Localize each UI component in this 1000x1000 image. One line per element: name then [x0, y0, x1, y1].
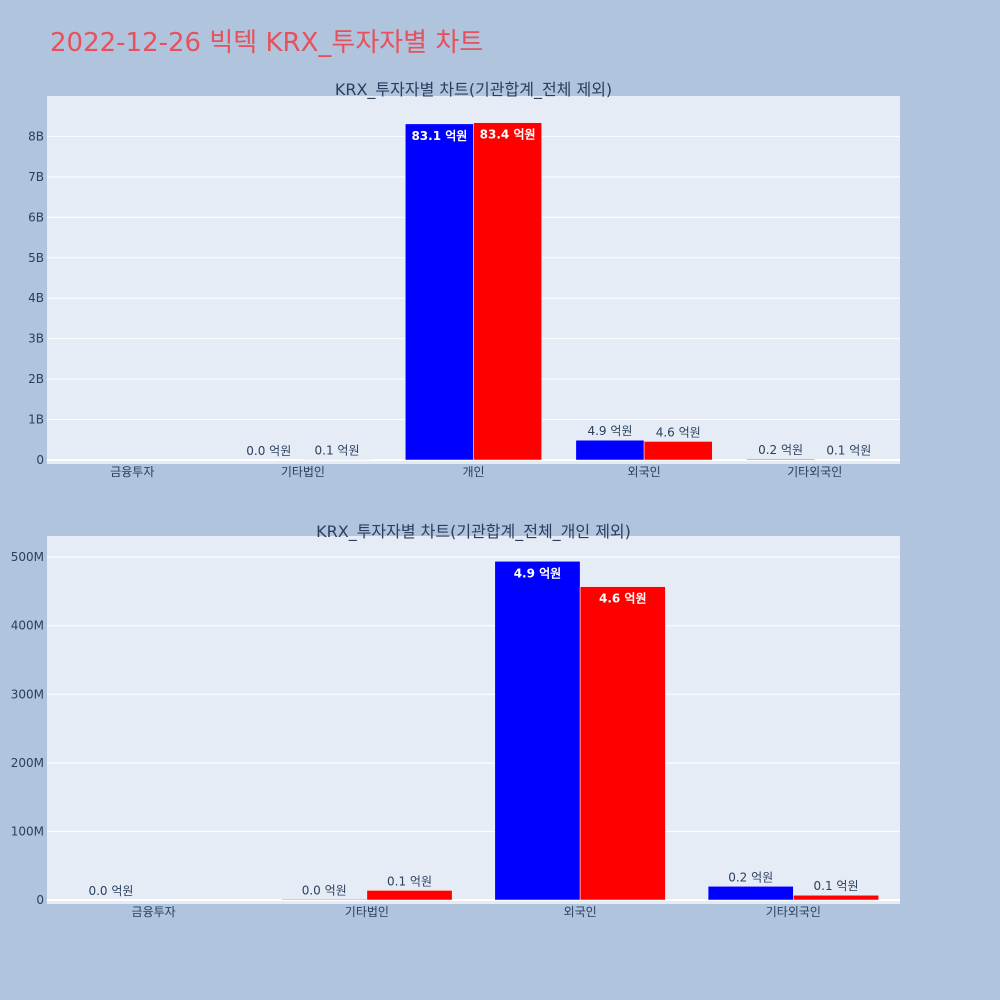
- data-label: 83.1 억원: [411, 129, 467, 143]
- bar: [405, 123, 474, 461]
- data-label: 4.6 억원: [599, 592, 647, 606]
- bar: [366, 890, 453, 901]
- data-label: 4.6 억원: [656, 425, 701, 439]
- y-tick-label: 2B: [28, 372, 44, 386]
- y-tick-label: 100M: [11, 824, 44, 838]
- bar: [707, 886, 794, 901]
- data-label: 0.1 억원: [814, 879, 859, 893]
- chart-title: KRX_투자자별 차트(기관합계_전체_개인 제외): [316, 522, 631, 542]
- y-tick-label: 8B: [28, 129, 44, 143]
- data-label: 83.4 억원: [480, 128, 536, 142]
- bar: [473, 122, 542, 461]
- x-tick-label: 금융투자: [110, 465, 154, 479]
- x-tick-label: 기타외국인: [787, 465, 842, 479]
- y-tick-label: 6B: [28, 210, 44, 224]
- plot-area: [47, 536, 900, 904]
- y-tick-label: 200M: [11, 756, 44, 770]
- bar: [793, 894, 879, 901]
- bar: [281, 899, 368, 901]
- bar: [579, 586, 666, 901]
- bar: [302, 459, 372, 461]
- y-tick-label: 300M: [11, 687, 44, 701]
- y-tick-label: 1B: [28, 413, 44, 427]
- bar: [494, 561, 581, 901]
- x-tick-label: 외국인: [628, 465, 661, 479]
- x-tick-label: 기타외국인: [766, 905, 821, 919]
- x-tick-label: 기타법인: [281, 465, 325, 479]
- x-tick-label: 기타법인: [345, 905, 389, 919]
- data-label: 0.1 억원: [826, 444, 871, 458]
- chart-title: KRX_투자자별 차트(기관합계_전체 제외): [335, 80, 612, 100]
- y-tick-label: 7B: [28, 170, 44, 184]
- data-label: 4.9 억원: [514, 566, 562, 580]
- data-label: 0.1 억원: [387, 874, 432, 888]
- x-tick-label: 개인: [462, 465, 484, 479]
- y-tick-label: 400M: [11, 619, 44, 633]
- x-tick-label: 외국인: [564, 905, 597, 919]
- bar: [575, 439, 645, 461]
- y-tick-label: 3B: [28, 332, 44, 346]
- bar: [643, 441, 713, 461]
- y-tick-label: 0: [36, 893, 44, 907]
- data-label: 0.0 억원: [88, 884, 133, 898]
- data-label: 4.9 억원: [587, 424, 632, 438]
- chart-2: 0 100M 200M 300M 400M 500M KRX_투자자별 차트(기관합계_전체…: [11, 522, 900, 919]
- chart-1: 0 1B 2B 3B 4B 5B 6B 7B 8B KRX_투자자별 차트(기관합계_전체 제외)…: [28, 80, 900, 479]
- data-label: 0.2 억원: [728, 870, 773, 884]
- y-tick-label: 0: [36, 453, 44, 467]
- data-label: 0.2 억원: [758, 443, 803, 457]
- data-label: 0.1 억원: [315, 443, 360, 457]
- y-tick-label: 4B: [28, 291, 44, 305]
- data-label: 0.0 억원: [302, 883, 347, 897]
- y-tick-label: 500M: [11, 550, 44, 564]
- bar: [746, 458, 815, 461]
- page-title: 2022-12-26 빅텍 KRX_투자자별 차트: [50, 28, 484, 58]
- y-tick-label: 5B: [28, 251, 44, 265]
- x-tick-label: 금융투자: [132, 905, 176, 919]
- data-label: 0.0 억원: [246, 444, 291, 458]
